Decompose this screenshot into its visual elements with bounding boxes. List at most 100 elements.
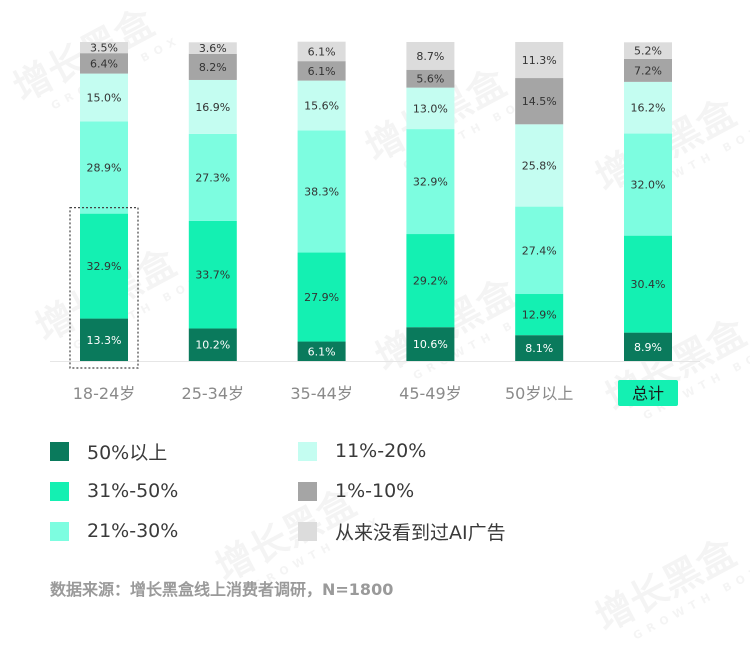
data-label: 27.3% — [195, 171, 230, 184]
data-label: 32.9% — [87, 260, 122, 273]
legend-label: 21%-30% — [87, 520, 179, 542]
bar-segment — [515, 78, 564, 125]
data-label: 27.9% — [304, 291, 339, 304]
data-label: 12.9% — [522, 309, 557, 322]
bar-segment — [297, 80, 346, 131]
data-label: 6.1% — [308, 45, 336, 58]
x-tick-label: 18-24岁 — [73, 384, 136, 403]
data-label: 33.7% — [195, 269, 230, 282]
legend-swatch — [298, 521, 317, 541]
legend-label: 31%-50% — [87, 480, 179, 502]
bar-segment — [297, 41, 346, 62]
bar-segment — [188, 328, 237, 361]
data-label: 8.2% — [199, 61, 227, 74]
bar-segment — [515, 42, 564, 79]
data-label: 14.5% — [522, 95, 557, 108]
legend-label: 1%-10% — [335, 480, 415, 502]
legend-swatch — [50, 481, 69, 501]
legend-swatch — [50, 441, 69, 461]
bar-segment — [624, 133, 672, 236]
bar-segment — [188, 133, 237, 221]
data-label: 11.3% — [522, 54, 557, 67]
bar-segment — [188, 42, 237, 54]
data-label: 32.9% — [413, 176, 448, 189]
bar-segment — [515, 206, 564, 295]
bar-segment — [624, 235, 672, 333]
highlight-label-bg — [618, 380, 678, 406]
data-label: 7.2% — [634, 64, 662, 77]
stacked-bar-chart: 13.3% 32.9% 28.9% 15.0% 6.4% 3.5% 18-24岁 10.2% 3… — [50, 41, 700, 406]
legend-item: 从来没看到过AI广告 — [298, 519, 506, 544]
source-note: 数据来源：增长黑盒线上消费者调研，N=1800 — [50, 580, 394, 599]
data-label: 5.2% — [634, 45, 662, 58]
bar-segment — [188, 220, 237, 329]
data-label: 10.6% — [413, 338, 448, 351]
bar-segment — [188, 53, 237, 80]
legend-item: 31%-50% — [50, 479, 178, 503]
legend-label: 从来没看到过AI广告 — [335, 521, 506, 544]
bar-segment — [80, 73, 128, 122]
bar-segment — [624, 58, 672, 82]
data-label: 29.2% — [413, 275, 448, 288]
data-label: 8.7% — [416, 50, 444, 63]
bar-segment — [406, 129, 455, 235]
bar-segment — [297, 252, 346, 342]
bar-segment — [80, 318, 128, 361]
x-tick-label: 总计 — [632, 384, 664, 403]
bar-segment — [297, 61, 346, 81]
bar-segment — [406, 42, 455, 70]
x-tick-label: 50岁以上 — [505, 384, 573, 403]
data-label: 15.0% — [87, 92, 122, 105]
data-label: 16.2% — [631, 102, 666, 115]
data-label: 28.9% — [87, 162, 122, 175]
legend-item: 11%-20% — [298, 439, 426, 463]
data-label: 8.9% — [634, 341, 662, 354]
data-label: 30.4% — [631, 278, 666, 291]
legend-item: 1%-10% — [298, 479, 414, 503]
bar-segment — [515, 124, 564, 207]
bar-segment — [515, 335, 564, 361]
x-tick-label: 45-49岁 — [399, 384, 462, 403]
legend-item: 50%以上 — [50, 439, 168, 464]
data-label: 25.8% — [522, 159, 557, 172]
dotted-highlight-box — [69, 207, 139, 369]
data-label: 5.6% — [416, 73, 444, 86]
legend-swatch — [50, 521, 69, 541]
bar-segment — [624, 81, 672, 134]
legend-swatch — [298, 441, 317, 461]
bar-segment — [624, 42, 672, 59]
x-tick-label: 35-44岁 — [290, 384, 353, 403]
data-label: 16.9% — [195, 101, 230, 114]
bar-segment — [80, 42, 128, 54]
bar-segment — [406, 234, 455, 328]
data-label: 10.2% — [195, 339, 230, 352]
bar-segment — [406, 87, 455, 130]
data-label: 8.1% — [525, 342, 553, 355]
data-label: 3.5% — [90, 42, 118, 55]
legend-label: 11%-20% — [335, 440, 427, 462]
data-label: 13.3% — [87, 334, 122, 347]
legend-swatch — [298, 481, 317, 501]
bar-segment — [188, 79, 237, 134]
bar-segment — [297, 341, 346, 361]
legend-item: 21%-30% — [50, 519, 178, 543]
data-label: 6.4% — [90, 57, 118, 70]
data-label: 15.6% — [304, 99, 339, 112]
data-label: 38.3% — [304, 185, 339, 198]
bar-segment — [80, 213, 128, 319]
legend: 50%以上 11%-20% 31%-50% 1%-10% 21%-30% 从来没… — [50, 435, 670, 550]
bar-segment — [80, 53, 128, 74]
data-label: 3.6% — [199, 42, 227, 55]
data-label: 27.4% — [522, 244, 557, 257]
data-label: 13.0% — [413, 102, 448, 115]
bar-segment — [624, 332, 672, 361]
bar-segment — [406, 69, 455, 88]
legend-label: 50%以上 — [87, 441, 168, 464]
data-label: 6.1% — [308, 65, 336, 78]
data-label: 32.0% — [631, 179, 666, 192]
bar-segment — [406, 327, 455, 361]
data-label: 6.1% — [308, 345, 336, 358]
bar-segment — [80, 121, 128, 214]
bar-segment — [515, 294, 564, 336]
bar-segment — [297, 130, 346, 253]
